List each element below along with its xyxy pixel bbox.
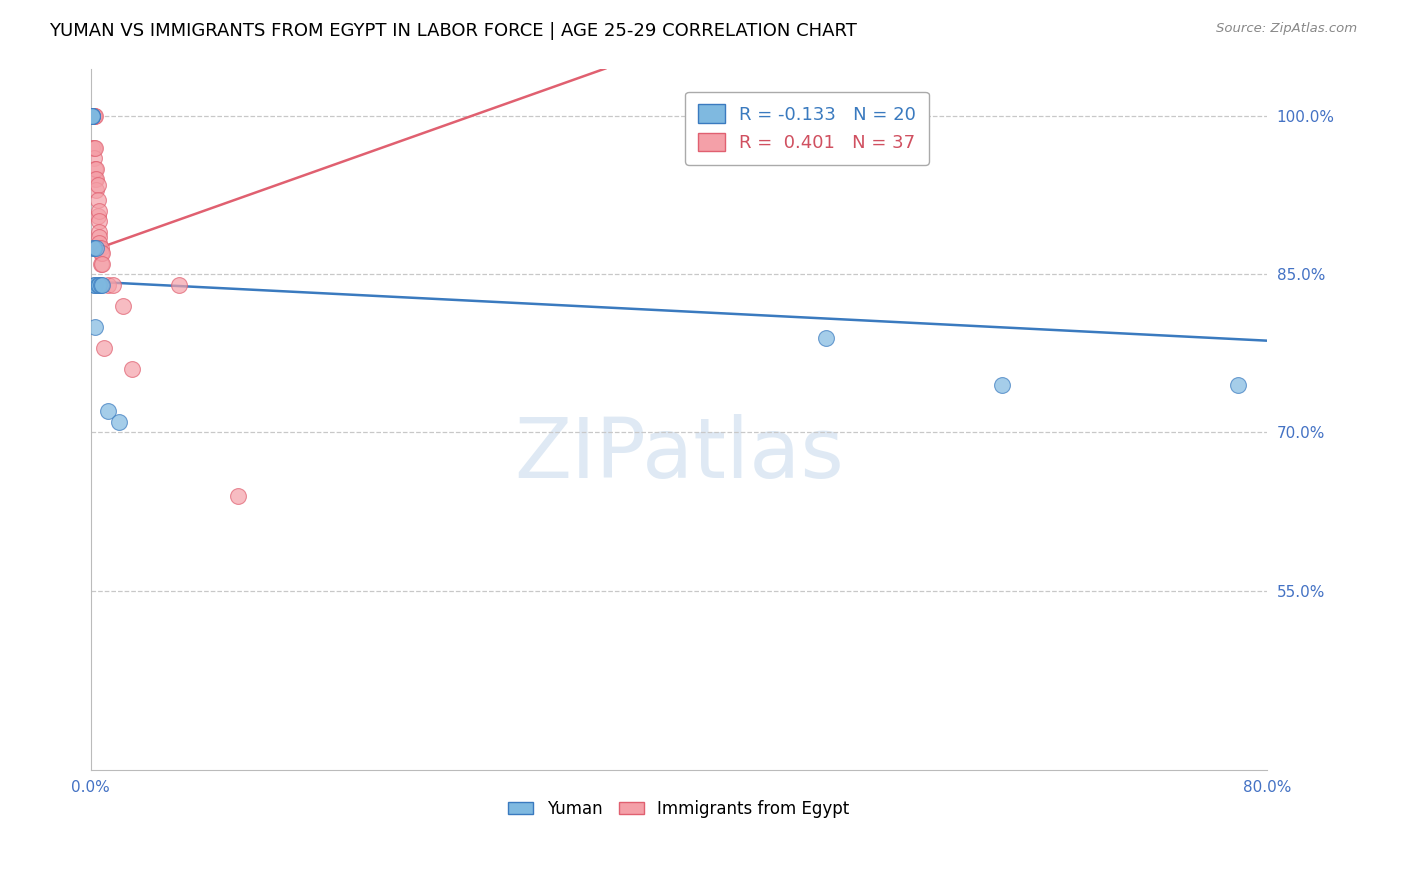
Point	[991, 378, 1014, 392]
Point	[87, 277, 110, 292]
Point	[107, 415, 129, 429]
Text: Source: ZipAtlas.com: Source: ZipAtlas.com	[1216, 22, 1357, 36]
Text: YUMAN VS IMMIGRANTS FROM EGYPT IN LABOR FORCE | AGE 25-29 CORRELATION CHART: YUMAN VS IMMIGRANTS FROM EGYPT IN LABOR …	[49, 22, 858, 40]
Point	[121, 362, 143, 376]
Point	[89, 241, 111, 255]
Point	[80, 109, 103, 123]
Point	[91, 257, 114, 271]
Point	[80, 109, 103, 123]
Point	[111, 299, 134, 313]
Point	[84, 109, 107, 123]
Point	[93, 341, 115, 355]
Point	[226, 489, 249, 503]
Point	[84, 141, 107, 155]
Point	[80, 109, 103, 123]
Point	[80, 141, 103, 155]
Point	[89, 230, 111, 244]
Point	[80, 109, 103, 123]
Point	[89, 203, 111, 218]
Point	[89, 277, 111, 292]
Point	[80, 109, 103, 123]
Point	[97, 277, 120, 292]
Point	[97, 404, 120, 418]
Point	[84, 320, 107, 334]
Text: ZIPatlas: ZIPatlas	[513, 414, 844, 495]
Point	[101, 277, 124, 292]
Point	[80, 109, 103, 123]
Point	[82, 241, 104, 255]
Point	[91, 246, 114, 260]
Point	[83, 109, 105, 123]
Point	[89, 225, 111, 239]
Point	[87, 194, 110, 208]
Point	[80, 109, 103, 123]
Point	[83, 277, 105, 292]
Point	[84, 277, 107, 292]
Legend: Yuman, Immigrants from Egypt: Yuman, Immigrants from Egypt	[502, 794, 856, 825]
Point	[87, 209, 110, 223]
Point	[89, 235, 111, 250]
Point	[80, 109, 103, 123]
Point	[86, 172, 108, 186]
Point	[84, 172, 107, 186]
Point	[80, 109, 103, 123]
Point	[83, 109, 105, 123]
Point	[83, 151, 105, 165]
Point	[89, 214, 111, 228]
Point	[1226, 378, 1249, 392]
Point	[90, 257, 112, 271]
Point	[90, 246, 112, 260]
Point	[86, 161, 108, 176]
Point	[87, 178, 110, 192]
Point	[814, 330, 837, 344]
Point	[91, 277, 114, 292]
Point	[167, 277, 190, 292]
Point	[83, 141, 105, 155]
Point	[84, 161, 107, 176]
Point	[86, 183, 108, 197]
Point	[90, 241, 112, 255]
Point	[86, 241, 108, 255]
Point	[90, 277, 112, 292]
Point	[83, 241, 105, 255]
